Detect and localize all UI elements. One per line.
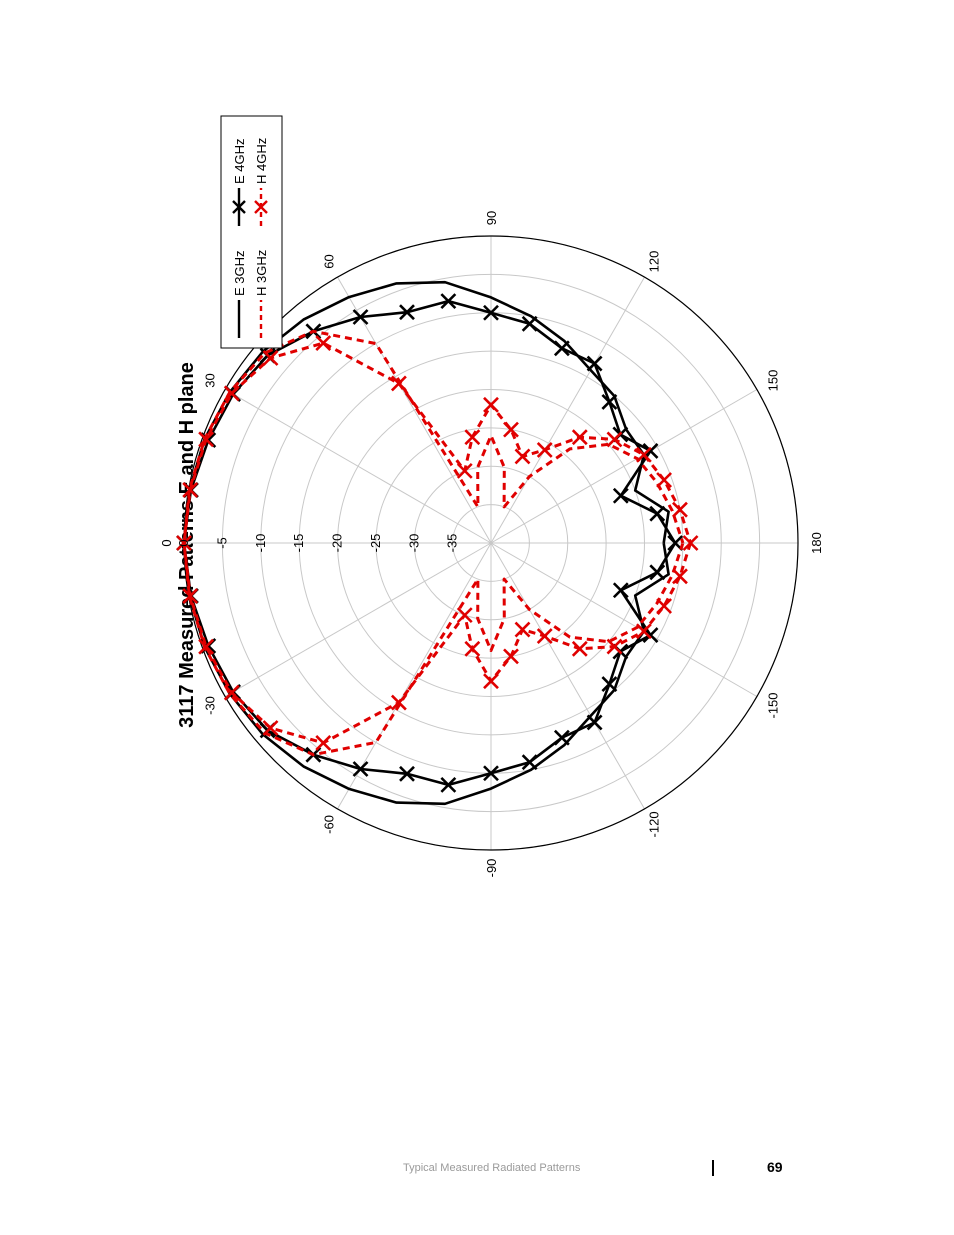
series-marker [514,621,531,638]
legend-label: H 4GHz [254,138,269,184]
angle-label: 0 [159,539,174,546]
angle-label: -120 [647,811,662,837]
radial-tick-label: -5 [214,537,229,549]
series-marker [315,734,332,751]
series-marker [672,568,688,585]
radial-tick-label: -30 [406,534,421,553]
series-marker [483,765,499,782]
series-marker [606,431,623,448]
radial-tick-label: -10 [253,534,268,553]
series-marker [682,535,699,551]
series-marker [464,429,481,446]
series-marker [390,694,407,711]
series-marker [571,429,588,446]
grid-spoke [337,276,492,544]
legend-marker [232,200,246,214]
grid-spoke [337,542,492,810]
series-marker [182,588,199,604]
series-marker [176,535,192,551]
series-marker [483,304,499,321]
grid-spoke [224,542,492,697]
series-marker [601,393,618,410]
axis-labels: 0 -5 -10 -15 -20 -25 -30 -35 0 30 60 90 120 150 180 -15… [159,211,824,878]
legend-box [220,115,283,349]
series-marker [440,776,457,793]
series-marker [635,446,652,463]
page-number: 69 [767,1159,783,1175]
series-marker [612,487,629,504]
angle-label: -60 [322,815,337,834]
series-marker [649,564,666,581]
series-marker [672,501,688,518]
series-marker [503,421,519,438]
footer-text: Typical Measured Radiated Patterns [403,1162,581,1174]
series-marker [656,598,673,614]
series-marker [571,640,588,657]
grid-spoke [224,389,492,544]
footer-divider [712,1160,714,1176]
grid-spoke [490,542,645,810]
series-marker [352,761,369,777]
angle-label: 120 [647,251,662,273]
series-marker [656,472,673,488]
series-marker [223,684,240,701]
angle-label: 180 [809,532,824,554]
legend-label: E 4GHz [232,138,247,184]
radial-tick-label: -25 [368,534,383,553]
angle-label: 90 [484,211,499,225]
radial-tick-label: -15 [291,534,306,553]
series-marker [553,340,570,357]
series-marker [262,720,279,736]
series-marker [456,462,473,479]
legend-label: H 3GHz [254,250,269,296]
angle-label: -30 [203,696,218,715]
series-marker [612,582,629,599]
series-marker [464,640,481,657]
angle-label: -90 [484,859,499,878]
series-marker [536,442,553,458]
series-marker [635,623,652,640]
angle-label: 150 [765,370,780,392]
series-marker [521,754,538,771]
series-marker [553,729,570,746]
series-layer [176,280,699,806]
series-marker [399,304,415,321]
radial-tick-label: 0 [176,539,191,546]
series-marker [198,638,215,655]
series-marker [483,396,499,413]
series-marker [514,448,531,465]
legend-marker [254,200,268,214]
series-marker [399,765,415,782]
radial-tick-label: -35 [445,534,460,553]
angle-label: 60 [322,254,337,268]
series-marker [586,355,603,372]
series-marker [521,315,538,332]
grid-spoke [490,542,758,697]
grid-spoke [490,389,758,544]
series-marker [390,375,407,392]
series-marker [601,676,618,693]
series-marker [315,335,332,352]
angle-label: -150 [765,692,780,718]
series-marker [352,309,369,325]
series-marker [503,648,519,665]
radial-tick-label: -20 [330,534,345,553]
angle-label: 30 [203,373,218,387]
series-marker [182,482,199,498]
series-marker [198,431,215,448]
series-marker [223,385,240,402]
series-marker [649,505,666,522]
series-marker [536,628,553,644]
series-marker [440,293,457,310]
grid-spoke [490,276,645,544]
legend-label: E 3GHz [232,250,247,296]
series-marker [456,607,473,624]
series-marker [606,638,623,655]
series-marker [483,673,499,690]
series-marker [262,350,279,366]
legend: E 3GHz E 4GHz H 3GHz H 4GHz [220,115,283,349]
series-marker [586,714,603,731]
